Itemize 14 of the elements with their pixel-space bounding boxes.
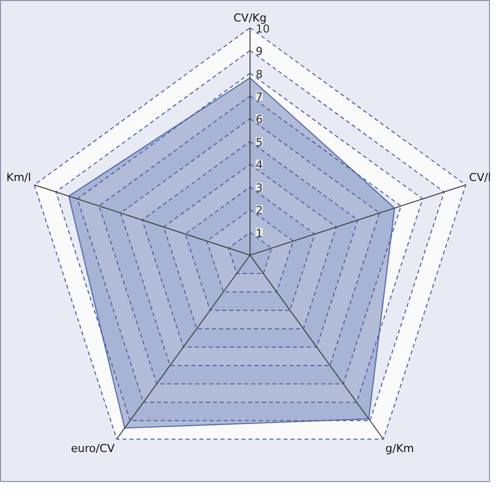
y-tick-label: 8: [256, 68, 263, 81]
spoke-label: euro/CV: [71, 442, 116, 455]
spoke-label: CV/l: [469, 170, 491, 184]
spoke-label: CV/Kg: [233, 11, 267, 24]
y-tick-label: 4: [256, 158, 263, 172]
y-tick-label: 5: [256, 136, 263, 149]
y-tick-label: 2: [256, 204, 263, 218]
y-tick-label: 9: [256, 45, 263, 58]
y-tick-label: 3: [256, 181, 263, 194]
y-tick-label: 6: [256, 113, 263, 126]
spoke-label: Km/l: [6, 170, 32, 184]
spoke-label: g/Km: [385, 442, 414, 455]
y-tick-label: 7: [256, 90, 263, 104]
y-tick-label: 1: [256, 226, 263, 240]
